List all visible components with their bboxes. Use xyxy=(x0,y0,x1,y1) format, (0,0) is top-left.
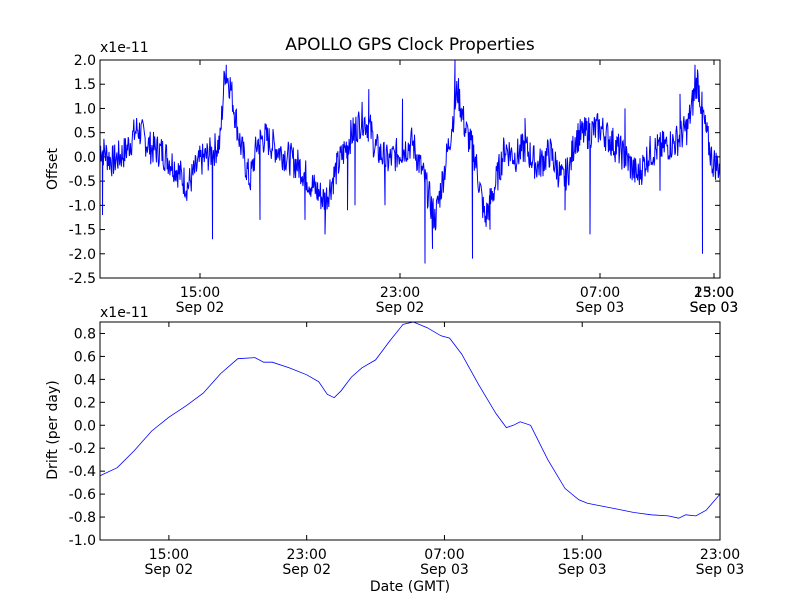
drift-y-tick-label: 0.4 xyxy=(74,372,96,388)
drift-scale-label: x1e-11 xyxy=(100,305,149,321)
drift-x-axis-label: Date (GMT) xyxy=(370,579,450,595)
drift-y-tick-label: 0.8 xyxy=(74,326,96,342)
offset-series-line xyxy=(99,59,721,264)
drift-y-axis-label: Drift (per day) xyxy=(45,380,61,479)
offset-y-tick-label: -1.5 xyxy=(69,223,96,239)
offset-y-tick-label: 1.0 xyxy=(74,101,96,117)
offset-x-tick-time: 23:00 xyxy=(694,285,734,301)
drift-y-tick-label: -0.4 xyxy=(69,464,96,480)
drift-x-tick-time: 07:00 xyxy=(424,547,464,563)
offset-x-tick-time: 15:00 xyxy=(180,285,220,301)
drift-y-tick-label: -0.6 xyxy=(69,487,96,503)
drift-y-tick-label: 0.2 xyxy=(74,395,96,411)
offset-x-tick-time: 15:00 xyxy=(694,285,734,301)
drift-series-line xyxy=(99,321,721,519)
drift-y-tick-label: -0.8 xyxy=(69,510,96,526)
drift-x-tick-time: 15:00 xyxy=(149,547,189,563)
offset-y-tick-label: -1.0 xyxy=(69,198,96,214)
offset-y-tick-label: 0.0 xyxy=(74,150,96,166)
drift-x-tick-time: 23:00 xyxy=(286,547,326,563)
offset-x-tick-date: Sep 03 xyxy=(690,300,739,316)
drift-x-tick-date: Sep 02 xyxy=(282,562,331,578)
drift-y-tick-label: -1.0 xyxy=(69,533,96,549)
drift-x-tick-time: 15:00 xyxy=(562,547,602,563)
offset-x-tick-date: Sep 02 xyxy=(176,300,225,316)
offset-x-tick-time: 07:00 xyxy=(580,285,620,301)
drift-x-tick-date: Sep 03 xyxy=(420,562,469,578)
offset-y-tick-label: -0.5 xyxy=(69,174,96,190)
offset-y-tick-label: -2.0 xyxy=(69,247,96,263)
offset-y-tick-label: -2.5 xyxy=(69,271,96,287)
drift-y-tick-label: 0.6 xyxy=(74,349,96,365)
offset-scale-label: x1e-11 xyxy=(100,40,149,56)
offset-y-tick-label: 2.0 xyxy=(74,53,96,69)
offset-y-tick-label: 0.5 xyxy=(74,126,96,142)
offset-x-tick-date: Sep 03 xyxy=(576,300,625,316)
drift-y-tick-label: -0.2 xyxy=(69,441,96,457)
offset-chart: APOLLO GPS Clock Properties x1e-11 Offse… xyxy=(45,35,738,316)
drift-x-tick-date: Sep 03 xyxy=(696,562,745,578)
offset-x-tick-date: Sep 02 xyxy=(376,300,425,316)
chart-title: APOLLO GPS Clock Properties xyxy=(285,35,535,55)
offset-plot-frame xyxy=(99,59,721,279)
drift-x-tick-date: Sep 03 xyxy=(558,562,607,578)
drift-y-ticks: 0.8 0.6 0.4 0.2 0.0 -0.2 -0.4 -0.6 -0.8 -1.0 xyxy=(69,326,720,549)
offset-y-ticks: 2.0 1.5 1.0 0.5 0.0 -0.5 -1.0 -1.5 -2.0 -2.5 xyxy=(69,53,720,287)
offset-y-axis-label: Offset xyxy=(45,147,61,190)
drift-x-tick-date: Sep 02 xyxy=(145,562,194,578)
offset-y-tick-label: 1.5 xyxy=(74,77,96,93)
drift-y-tick-label: 0.0 xyxy=(74,418,96,434)
offset-x-tick-date: Sep 03 xyxy=(690,300,739,316)
drift-chart: x1e-11 Drift (per day) Date (GMT) 0.8 0.6… xyxy=(45,305,744,595)
drift-plot-frame xyxy=(99,321,721,541)
drift-x-tick-time: 23:00 xyxy=(700,547,740,563)
offset-x-tick-time: 23:00 xyxy=(380,285,420,301)
